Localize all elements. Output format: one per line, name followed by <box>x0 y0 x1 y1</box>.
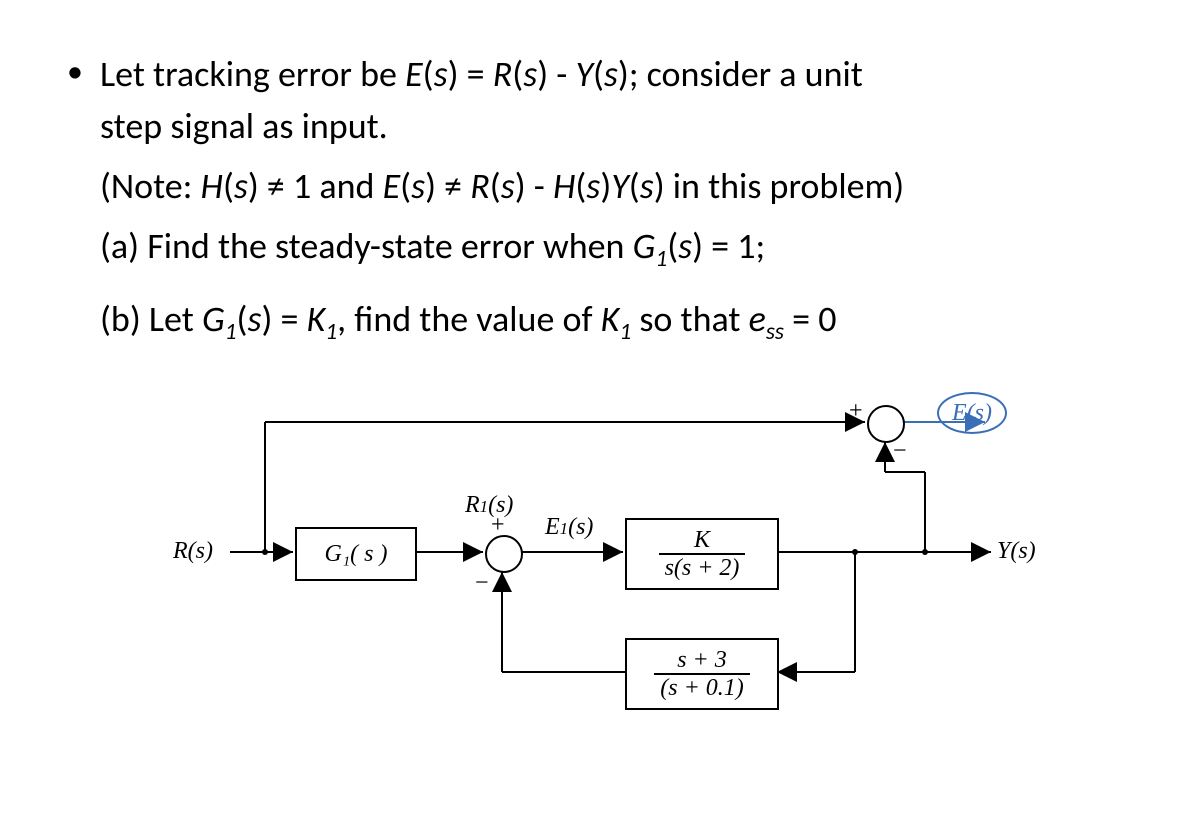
bullet-marker: • <box>50 48 100 152</box>
fb-num: s + 3 <box>654 647 750 673</box>
part-b: (b) Let G1(s) = K1, find the value of K1… <box>50 289 1180 362</box>
e1-label: E1(s) <box>545 514 593 541</box>
g1-block: G₁( s ) <box>295 527 417 581</box>
plant-den: s(s + 2) <box>659 553 746 581</box>
sum1-plus: + <box>491 512 505 539</box>
bullet-item: • Let tracking error be E(s) = R(s) - Y(… <box>50 48 1180 152</box>
part-a: (a) Find the steady-state error when G1(… <box>50 216 1180 289</box>
g1-label: G₁( s ) <box>325 541 388 568</box>
bullet-line1: Let tracking error be E(s) = R(s) - Y(s)… <box>100 52 863 96</box>
rs-label: R(s) <box>173 538 213 565</box>
bullet-line2: step signal as input. <box>100 104 388 148</box>
note-line: (Note: H(s) ≠ 1 and E(s) ≠ R(s) - H(s)Y(… <box>50 156 1180 216</box>
block-diagram: R(s) G₁( s ) R1(s) + − E1(s) K s(s + 2) … <box>165 372 1065 732</box>
r1-label: R1(s) <box>465 492 513 519</box>
fb-den: (s + 0.1) <box>654 673 750 701</box>
sum2-plus: + <box>849 398 863 425</box>
es-label: E(s) <box>937 392 1007 434</box>
ys-label: Y(s) <box>997 538 1036 565</box>
sum1-minus: − <box>475 570 489 597</box>
sum-junction-1 <box>485 535 523 573</box>
feedback-block: s + 3 (s + 0.1) <box>625 638 779 710</box>
sum2-minus: − <box>893 438 907 465</box>
plant-block: K s(s + 2) <box>625 518 779 590</box>
plant-num: K <box>659 527 746 553</box>
